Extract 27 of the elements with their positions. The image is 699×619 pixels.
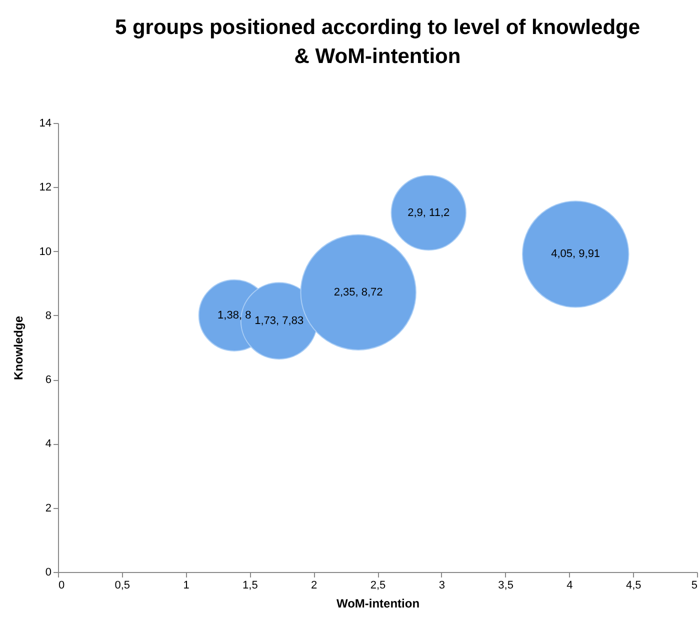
x-tick-label: 2 <box>311 580 318 592</box>
x-tick-label: 2,5 <box>370 580 386 592</box>
y-tick-label: 2 <box>45 502 52 514</box>
chart-title: 5 groups positioned according to level of knowledge & WoM-intention <box>114 16 640 68</box>
x-tick-label: 4,5 <box>626 580 642 592</box>
y-axis-title: Knowledge <box>11 316 26 380</box>
x-axis-title: WoM-intention <box>336 596 420 610</box>
y-tick-label: 14 <box>39 118 52 130</box>
data-label: 2,35, 8,72 <box>334 286 383 298</box>
y-tick-label: 8 <box>45 310 52 322</box>
data-label: 4,05, 9,91 <box>551 248 600 260</box>
y-tick-label: 12 <box>39 182 52 194</box>
x-tick-label: 0 <box>58 580 65 592</box>
data-label: 1,73, 7,83 <box>254 314 304 327</box>
x-tick-label: 4 <box>566 580 573 592</box>
data-label: 2,9, 11,2 <box>408 206 450 219</box>
x-tick-label: 5 <box>691 580 698 592</box>
data-label: 1,38, 8 <box>218 309 252 322</box>
y-tick-label: 6 <box>45 374 52 386</box>
x-tick-label: 3 <box>438 580 445 592</box>
y-tick-label: 0 <box>45 566 52 578</box>
x-tick-label: 1,5 <box>242 580 258 592</box>
y-tick-label: 4 <box>45 438 52 450</box>
x-tick-label: 0,5 <box>114 580 130 592</box>
y-tick-label: 10 <box>39 246 52 258</box>
x-tick-label: 3,5 <box>498 580 514 592</box>
x-tick-label: 1 <box>183 580 190 592</box>
